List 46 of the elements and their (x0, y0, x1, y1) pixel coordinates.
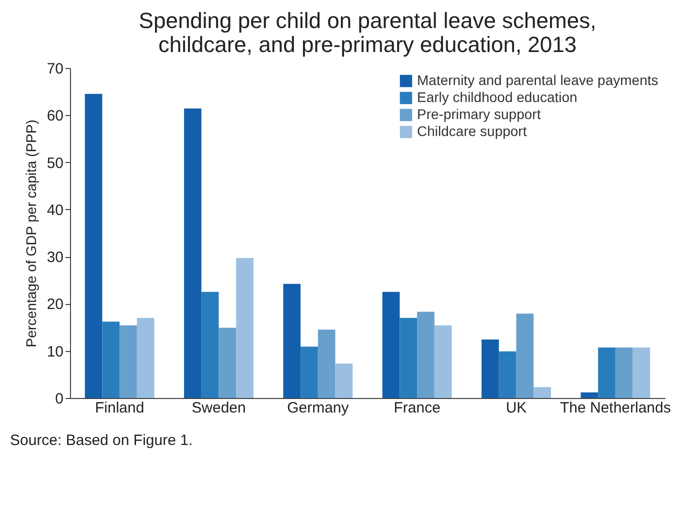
y-tick-label: 60 (46, 108, 64, 125)
bar (516, 314, 534, 398)
bar (598, 348, 616, 398)
y-tick-label: 30 (46, 249, 64, 266)
bar (482, 340, 499, 398)
bar (300, 346, 318, 398)
bar (417, 312, 434, 398)
bar (283, 284, 301, 398)
bar (335, 364, 353, 398)
legend-label: Childcare support (417, 123, 527, 139)
y-tick-label: 20 (46, 296, 64, 314)
text: Spending per child on parental leave schemes, (138, 8, 596, 33)
bar (201, 292, 219, 398)
bar (498, 351, 516, 398)
x-tick-label: Sweden (192, 400, 246, 416)
x-tick-label: The Netherlands (560, 400, 671, 416)
x-tick-label: France (394, 400, 440, 416)
bar (400, 318, 418, 398)
y-tick-label: 40 (46, 202, 64, 219)
bar (136, 318, 154, 398)
y-tick-label: 50 (46, 154, 64, 172)
x-tick-label: UK (506, 400, 527, 416)
y-tick-label: 0 (55, 390, 64, 408)
legend-label: Pre-primary support (417, 106, 541, 122)
bar (632, 348, 650, 398)
bar (382, 292, 400, 398)
bar (102, 322, 120, 398)
source-note: Source: Based on Figure 1. (10, 432, 193, 449)
bar (580, 392, 598, 398)
x-tick-label: Finland (94, 400, 144, 416)
text: childcare, and pre-primary education, 2013 (158, 32, 577, 57)
bar (218, 328, 236, 398)
x-tick-label: Germany (287, 400, 350, 416)
bar (236, 258, 254, 398)
bar (84, 94, 102, 398)
bar (120, 325, 137, 398)
bar (534, 387, 551, 398)
legend-label: Maternity and parental leave payments (417, 72, 658, 88)
y-tick-label: 70 (46, 60, 64, 78)
y-axis-title: Percentage of GDP per capita (PPP) (22, 120, 39, 348)
bar (318, 330, 336, 398)
legend-label: Early childhood education (417, 89, 578, 105)
bar (184, 108, 202, 398)
y-tick-label: 10 (46, 343, 64, 360)
bar (615, 348, 633, 398)
bar (434, 325, 452, 398)
